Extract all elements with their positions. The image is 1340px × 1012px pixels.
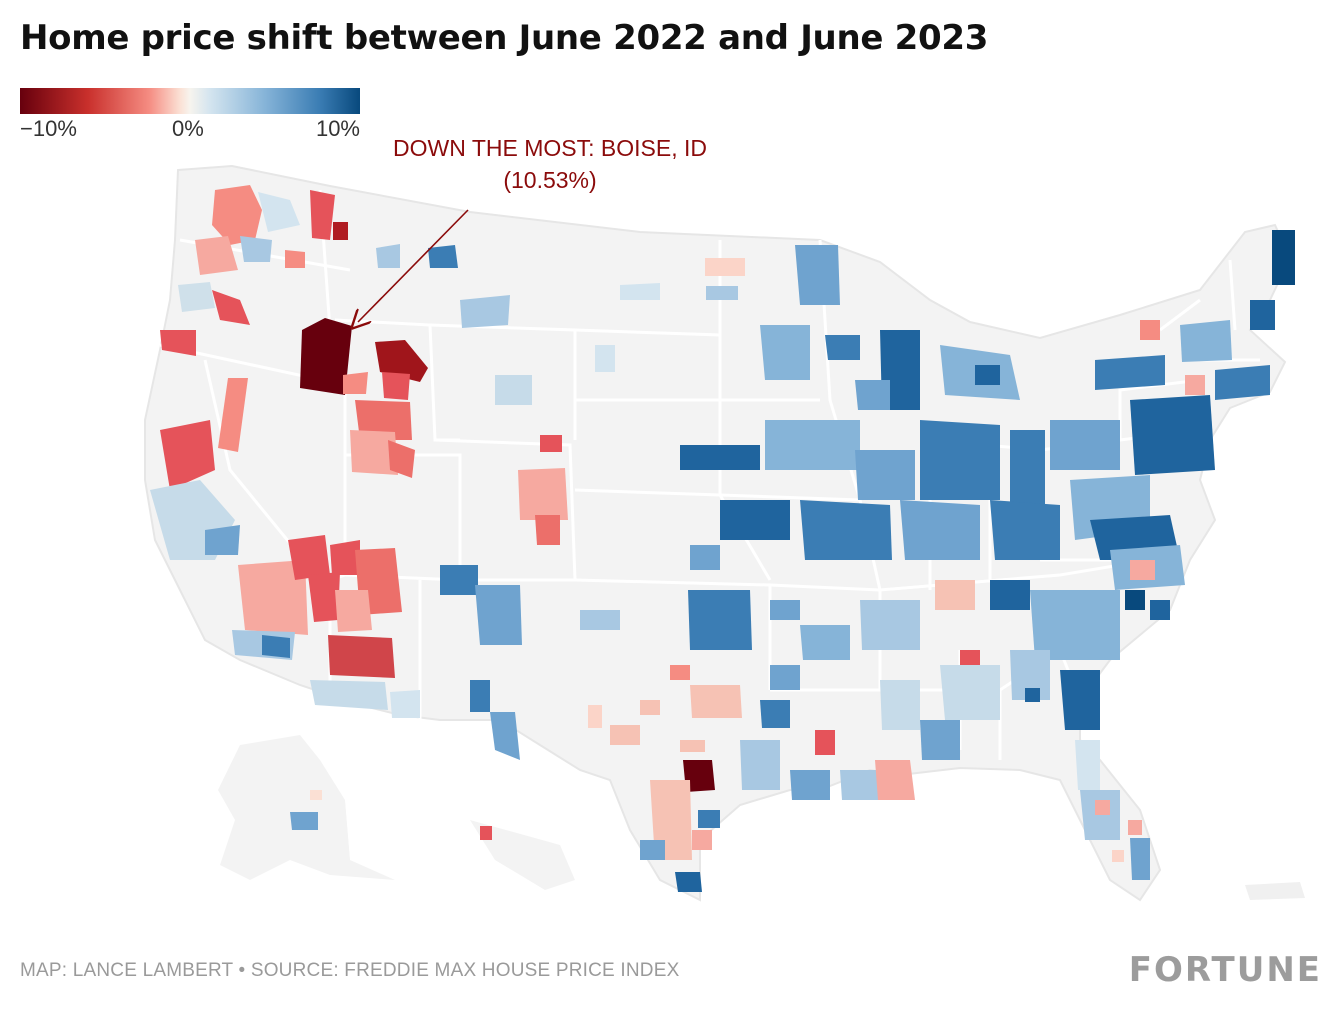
- annotation-line-2: (10.53%): [503, 167, 597, 193]
- chart-title: Home price shift between June 2022 and J…: [20, 18, 989, 58]
- boise-annotation: DOWN THE MOST: BOISE, ID (10.53%): [340, 132, 760, 196]
- alaska-shape: [218, 735, 395, 880]
- legend-ticks: −10% 0% 10%: [20, 114, 360, 141]
- boise-metro: [300, 318, 352, 395]
- fortune-logo: FORTUNE: [1128, 950, 1322, 990]
- puerto-rico-shape: [1245, 882, 1305, 900]
- us-metro-map: [144, 164, 1305, 902]
- annotation-arrow: [358, 209, 469, 322]
- hawaii-shape: [470, 820, 575, 890]
- annotation-line-1: DOWN THE MOST: BOISE, ID: [393, 135, 707, 161]
- legend-mid-label: 0%: [172, 116, 204, 141]
- legend-max-label: 10%: [315, 116, 360, 141]
- source-credit: MAP: LANCE LAMBERT • SOURCE: FREDDIE MAX…: [20, 960, 680, 981]
- austin-metro: [683, 760, 715, 792]
- legend-min-label: −10%: [20, 116, 77, 141]
- legend-gradient-bar: [20, 88, 360, 114]
- metro-areas: [150, 185, 1305, 900]
- brownsville-metro: [675, 872, 702, 892]
- color-legend: −10% 0% 10%: [20, 88, 360, 141]
